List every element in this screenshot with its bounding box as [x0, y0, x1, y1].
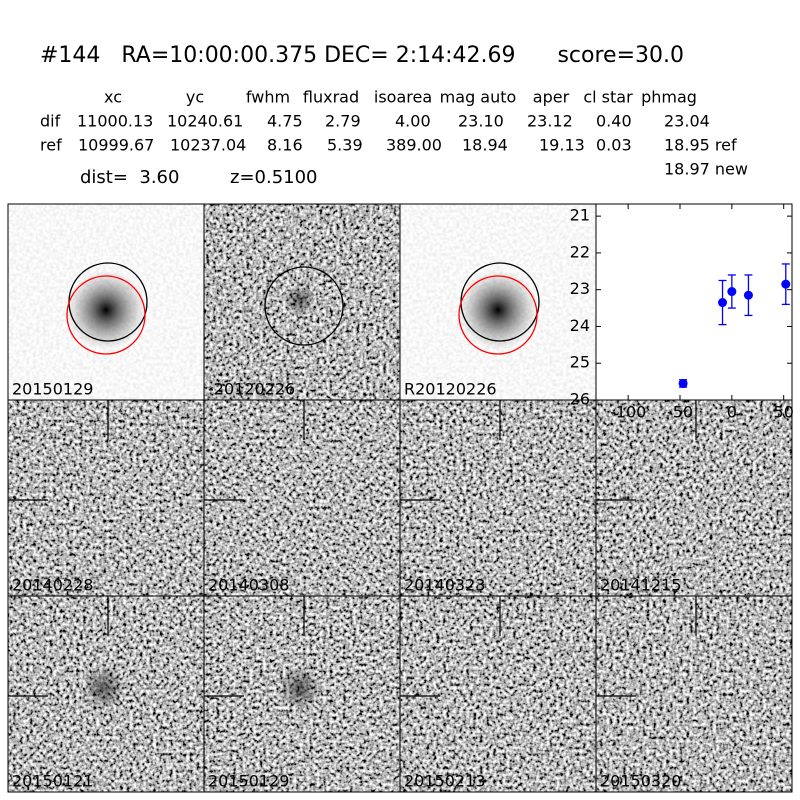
table-cell: 0.03 — [596, 136, 632, 155]
source-blob — [284, 284, 316, 316]
cutout-image — [8, 400, 204, 596]
column-header: mag auto — [440, 88, 517, 107]
x-tick-label: -50 — [667, 403, 693, 422]
column-header: yc — [186, 88, 204, 107]
x-tick-label: 0 — [727, 403, 737, 422]
x-tick-label: 50 — [774, 403, 794, 422]
source-blob — [66, 270, 146, 350]
column-header: xc — [104, 88, 122, 107]
y-tick-label: 24 — [570, 316, 590, 335]
column-header: isoarea — [374, 88, 432, 107]
cutout-image — [596, 596, 792, 792]
table-cell: 0.40 — [596, 112, 632, 131]
table-cell: 19.13 — [539, 136, 585, 155]
table-cell: 5.39 — [327, 136, 363, 155]
cutout-image — [596, 400, 792, 596]
dist: dist= 3.60 — [80, 167, 179, 188]
table-cell: 2.79 — [325, 112, 361, 131]
table-cell: 4.75 — [267, 112, 303, 131]
title: #144 RA=10:00:00.375 DEC= 2:14:42.69 sco… — [40, 43, 684, 68]
table-cell: 18.95 ref — [664, 136, 737, 155]
row-label: ref — [40, 136, 62, 155]
panel-label: 20150129 — [208, 772, 289, 791]
y-tick-label: 21 — [570, 206, 590, 225]
table-cell: 8.16 — [267, 136, 303, 155]
column-header: fwhm — [246, 88, 290, 107]
column-header: aper — [533, 88, 570, 107]
extra-mag: 18.97 new — [664, 160, 748, 179]
plot-area — [595, 203, 793, 401]
table-cell: 11000.13 — [77, 112, 153, 131]
aperture — [264, 266, 344, 346]
table-cell: 10999.67 — [78, 136, 154, 155]
panel-label: 20150121 — [12, 772, 93, 791]
panel-label: R20120226 — [404, 380, 497, 399]
table-cell: 4.00 — [395, 112, 431, 131]
table-cell: 23.04 — [664, 112, 710, 131]
table-cell: 389.00 — [386, 136, 442, 155]
data-point — [678, 378, 688, 388]
table-cell: 23.12 — [527, 112, 573, 131]
source-blob — [458, 270, 538, 350]
column-header: fluxrad — [303, 88, 359, 107]
data-point — [781, 279, 791, 289]
source-blob — [278, 666, 322, 710]
source-blob — [82, 666, 126, 710]
cutout-image — [400, 596, 596, 792]
column-header: cl star — [583, 88, 633, 107]
x-tick-label: -100 — [610, 403, 646, 422]
panel-label: -20120226 — [208, 380, 295, 399]
data-point — [743, 290, 753, 300]
panel-label: 20140323 — [404, 576, 485, 595]
table-cell: 18.94 — [462, 136, 508, 155]
panel-label: 20140228 — [12, 576, 93, 595]
data-point — [718, 298, 728, 308]
aperture — [66, 275, 146, 355]
y-tick-label: 22 — [570, 242, 590, 261]
row-label: dif — [40, 112, 61, 131]
panel-label: 20141215 — [600, 576, 681, 595]
data-point — [727, 287, 737, 297]
panel-label: 20150320 — [600, 772, 681, 791]
table-cell: 23.10 — [458, 112, 504, 131]
aperture — [458, 275, 538, 355]
panel-label: 20150129 — [12, 380, 93, 399]
panel-label: 20140308 — [208, 576, 289, 595]
table-cell: 10237.04 — [170, 136, 246, 155]
panel-frame — [595, 595, 793, 793]
y-tick-label: 25 — [570, 353, 590, 372]
redshift: z=0.5100 — [230, 167, 318, 188]
cutout-image — [400, 400, 596, 596]
panel-label: 20150213 — [404, 772, 485, 791]
y-tick-label: 23 — [570, 279, 590, 298]
y-tick-label: 26 — [570, 390, 590, 409]
column-header: phmag — [641, 88, 697, 107]
table-cell: 10240.61 — [167, 112, 243, 131]
cutout-image — [204, 400, 400, 596]
